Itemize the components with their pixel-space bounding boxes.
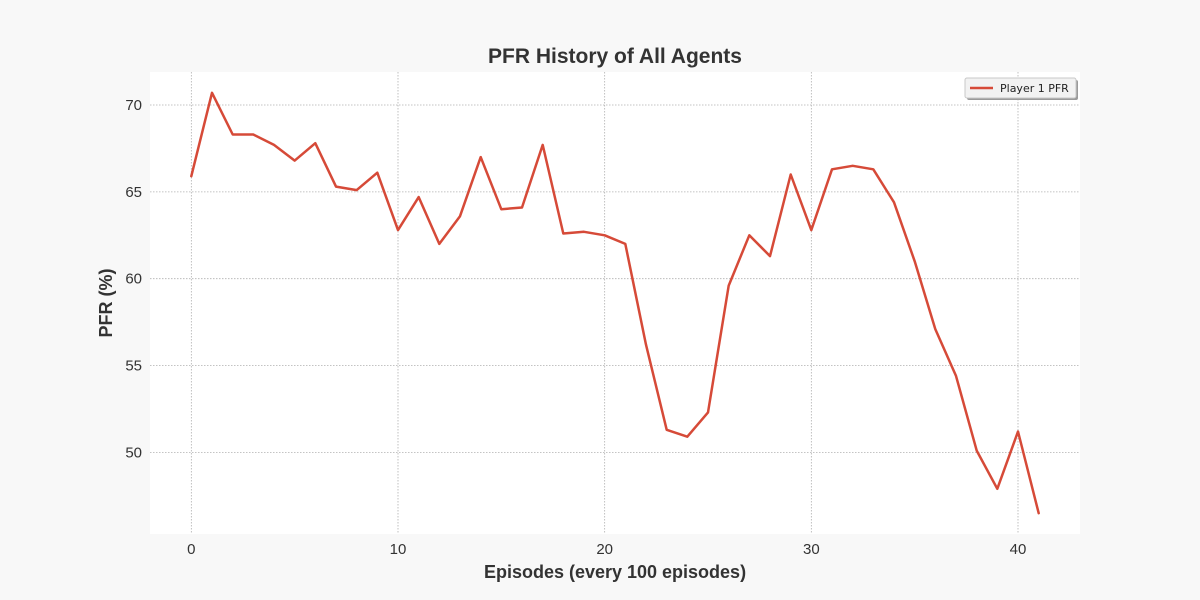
x-tick-label: 20 [596,541,613,558]
series-line-player-1-pfr [190,91,1040,515]
series-layer [190,91,1040,515]
legend: Player 1 PFR [964,77,1078,100]
x-tick-label: 30 [803,541,820,558]
y-tick-label: 60 [125,271,142,288]
y-tick-label: 65 [125,184,142,201]
axes: 0 10 20 30 40 50 55 60 65 70 [125,97,1026,558]
y-tick-label: 70 [125,97,142,114]
legend-box [964,77,1077,99]
grid-lines [150,72,1080,534]
y-tick-label: 55 [125,358,142,375]
y-tick-label: 50 [125,444,142,461]
x-axis-label: Episodes (every 100 episodes) [484,562,746,582]
x-tick-label: 10 [390,541,407,558]
x-tick-label: 40 [1010,541,1027,558]
x-tick-label: 0 [187,541,195,558]
y-axis-label: PFR (%) [96,269,116,338]
legend-label-player-1-pfr: Player 1 PFR [1000,82,1069,95]
plot-background [150,72,1080,534]
chart-title: PFR History of All Agents [488,45,742,68]
